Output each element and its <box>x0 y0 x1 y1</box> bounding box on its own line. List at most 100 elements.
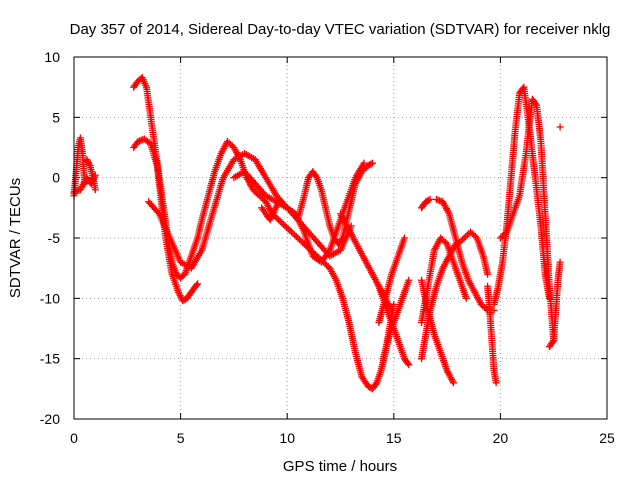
data-point <box>283 223 291 231</box>
data-point <box>227 140 235 148</box>
data-point <box>257 193 265 201</box>
data-point <box>259 195 267 203</box>
data-point <box>470 231 478 239</box>
data-point <box>501 229 509 237</box>
data-point <box>477 300 485 308</box>
y-axis-label: SDTVAR / TECUs <box>7 178 24 298</box>
data-point <box>85 160 93 168</box>
data-point <box>467 228 475 236</box>
data-point <box>438 236 446 244</box>
series-arc-14 <box>379 276 413 363</box>
data-point <box>460 234 468 242</box>
data-points <box>70 74 564 393</box>
series-arc-17 <box>418 234 470 326</box>
series-arc-10 <box>258 159 368 266</box>
series-arc-3 <box>83 156 99 194</box>
data-point <box>251 187 259 195</box>
data-point <box>338 236 346 244</box>
data-point <box>83 156 91 164</box>
series-arc-20 <box>454 228 492 278</box>
data-point <box>291 231 299 239</box>
x-tick-label: 0 <box>70 430 78 446</box>
data-point <box>471 232 479 240</box>
y-tick-label: 5 <box>52 109 60 125</box>
data-point <box>360 159 368 167</box>
series-arc-5 <box>130 135 202 305</box>
data-point <box>275 216 283 224</box>
y-tick-label: 0 <box>52 170 60 186</box>
data-point <box>500 231 508 239</box>
y-tick-label: -10 <box>40 290 60 306</box>
chart-title: Day 357 of 2014, Sidereal Day-to-day VTE… <box>70 21 611 38</box>
data-point <box>368 159 376 167</box>
data-point <box>367 160 375 168</box>
data-point <box>84 157 92 165</box>
data-point <box>479 302 487 310</box>
y-tick-labels: -20 -15 -10 -5 0 5 10 <box>40 49 60 427</box>
x-axis-label: GPS time / hours <box>283 458 397 475</box>
data-point <box>556 258 564 266</box>
y-tick-label: -20 <box>40 411 60 427</box>
data-point <box>462 232 470 240</box>
data-point <box>480 303 488 311</box>
data-point <box>459 236 467 244</box>
data-point <box>442 239 450 247</box>
data-point <box>194 280 202 288</box>
data-point <box>154 208 162 216</box>
series-arc-16 <box>418 276 457 387</box>
data-point <box>286 226 294 234</box>
data-point <box>556 123 564 131</box>
data-point <box>549 338 557 346</box>
data-point <box>323 261 331 269</box>
data-point <box>455 239 463 247</box>
data-point <box>295 236 303 244</box>
data-point <box>287 228 295 236</box>
data-point <box>312 172 320 180</box>
data-point <box>437 234 445 242</box>
data-point <box>289 229 297 237</box>
x-tick-labels: 0 5 10 15 20 25 <box>70 430 615 446</box>
data-point <box>463 231 471 239</box>
data-point <box>193 281 201 289</box>
y-tick-label: -5 <box>48 230 61 246</box>
data-point <box>252 189 260 197</box>
x-tick-label: 15 <box>386 430 402 446</box>
y-tick-label: -15 <box>40 351 60 367</box>
data-point <box>498 232 506 240</box>
x-tick-label: 25 <box>599 430 615 446</box>
data-point <box>404 359 412 367</box>
y-tick-label: 10 <box>44 49 60 65</box>
data-point <box>405 361 413 369</box>
data-point <box>273 214 281 222</box>
data-point <box>224 137 232 145</box>
data-point <box>440 237 448 245</box>
data-point <box>468 229 476 237</box>
data-point <box>390 300 398 308</box>
series-arc-18 <box>418 195 434 212</box>
data-point <box>405 276 413 284</box>
data-point <box>372 380 380 388</box>
data-point <box>84 159 92 167</box>
data-point <box>532 100 540 108</box>
data-point <box>294 234 302 242</box>
data-point <box>400 234 408 242</box>
data-point <box>225 139 233 147</box>
x-tick-label: 20 <box>493 430 509 446</box>
data-point <box>284 225 292 233</box>
data-point <box>454 240 462 248</box>
data-point <box>278 219 286 227</box>
data-point <box>281 222 289 230</box>
series-arc-21 <box>484 282 500 387</box>
data-point <box>276 217 284 225</box>
data-point <box>449 379 457 387</box>
x-tick-label: 10 <box>279 430 295 446</box>
plot-frame <box>73 56 608 420</box>
data-point <box>249 186 257 194</box>
data-point <box>297 237 305 245</box>
series-arc-24 <box>545 258 564 351</box>
data-point <box>91 186 99 194</box>
data-point <box>425 196 433 204</box>
x-tick-label: 5 <box>177 430 185 446</box>
data-point <box>279 220 287 228</box>
